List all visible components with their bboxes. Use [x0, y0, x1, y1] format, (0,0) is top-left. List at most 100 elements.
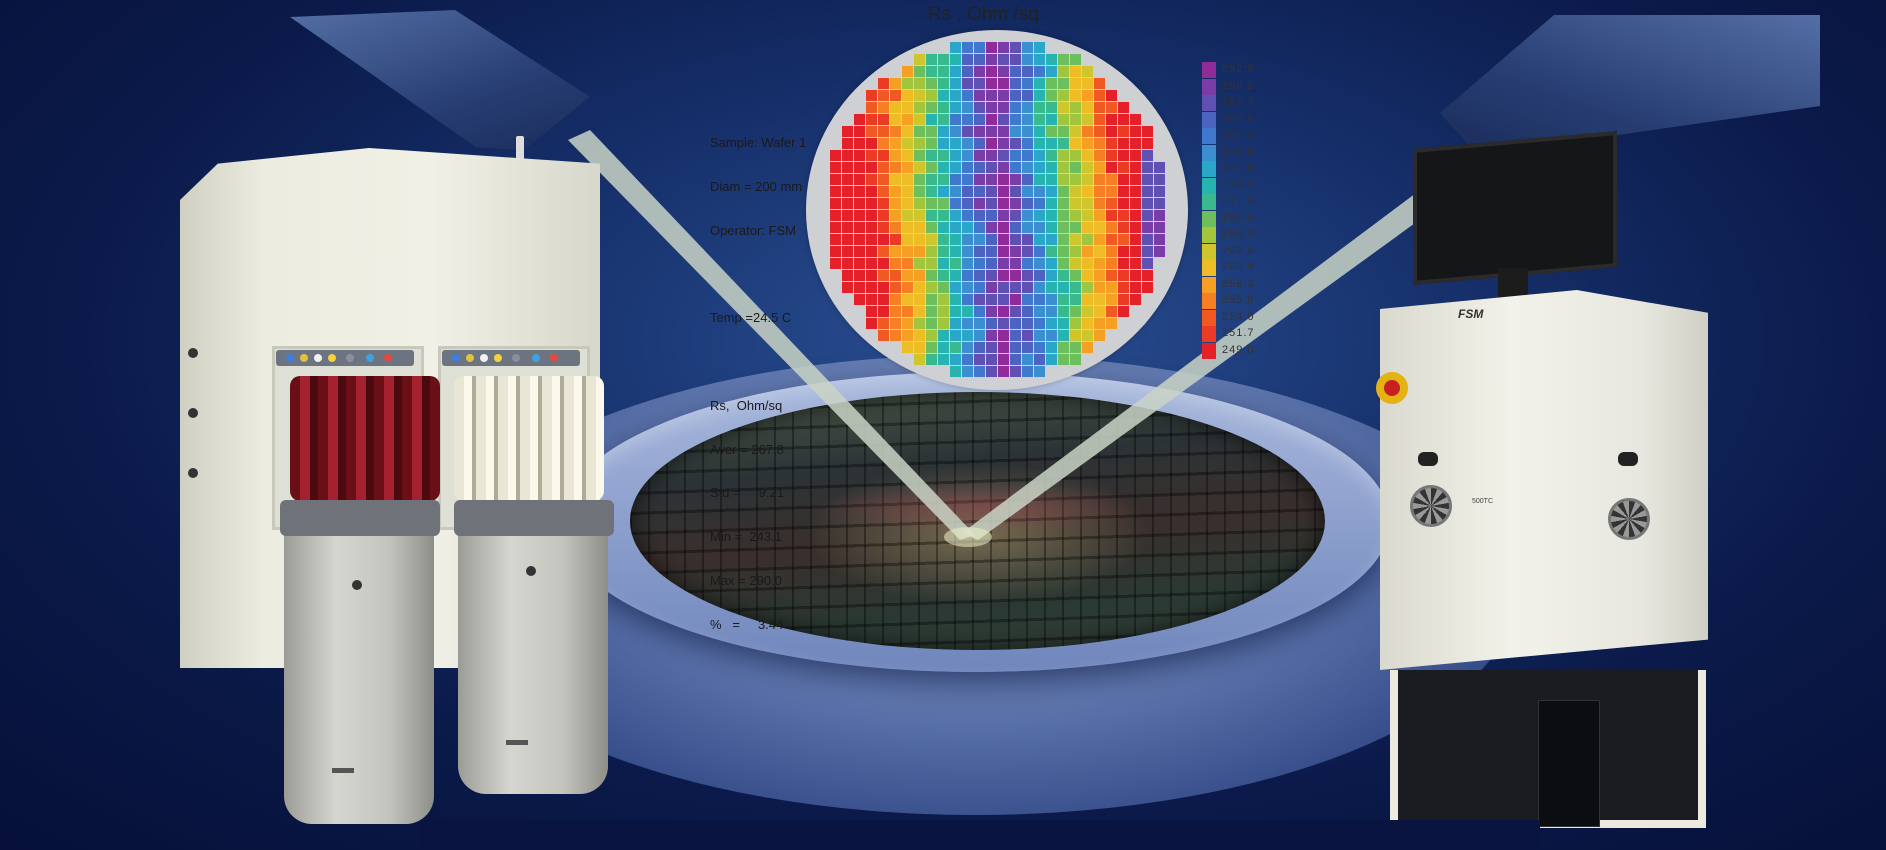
- wafer-map-cell: [926, 330, 937, 341]
- wafer-map-cell: [1130, 270, 1141, 281]
- wafer-map-cell: [938, 234, 949, 245]
- wafer-map-cell: [1130, 246, 1141, 257]
- wafer-map-cell: [1046, 210, 1057, 221]
- wafer-map-cell: [1118, 174, 1129, 185]
- wafer-map-cell: [842, 174, 853, 185]
- wafer-map-cell: [902, 78, 913, 89]
- wafer-map-cell: [962, 150, 973, 161]
- wafer-map-cell: [974, 210, 985, 221]
- wafer-map-cell: [926, 306, 937, 317]
- model-label: 500TC: [1472, 498, 1494, 505]
- wafer-map-cell: [890, 198, 901, 209]
- wafer-map-cell: [998, 174, 1009, 185]
- wafer-map-cell: [962, 126, 973, 137]
- wafer-map-cell: [1010, 54, 1021, 65]
- wafer-map-cell: [926, 210, 937, 221]
- wafer-map-cell: [842, 186, 853, 197]
- wafer-map-cell: [890, 318, 901, 329]
- wafer-map-cell: [1010, 138, 1021, 149]
- wafer-map-cell: [1010, 90, 1021, 101]
- wafer-map-cell: [950, 294, 961, 305]
- wafer-map-cell: [1094, 330, 1105, 341]
- wafer-map-cell: [950, 342, 961, 353]
- wafer-map-cell: [1130, 234, 1141, 245]
- wafer-map-cell: [1070, 258, 1081, 269]
- wafer-map-cell: [998, 354, 1009, 365]
- wafer-map-cell: [1046, 354, 1057, 365]
- wafer-map-cell: [938, 102, 949, 113]
- wafer-map-cell: [1010, 126, 1021, 137]
- wafer-map-cell: [1046, 282, 1057, 293]
- wafer-map-cell: [986, 198, 997, 209]
- wafer-map-cell: [938, 246, 949, 257]
- wafer-map-cell: [998, 66, 1009, 77]
- wafer-map-cell: [1034, 354, 1045, 365]
- wafer-map-cell: [1058, 138, 1069, 149]
- wafer-map-cell: [914, 90, 925, 101]
- load-port-1-base: [284, 504, 434, 824]
- wafer-map-cell: [890, 282, 901, 293]
- wafer-map-cell: [1046, 54, 1057, 65]
- wafer-map-cell: [1010, 66, 1021, 77]
- wafer-map-cell: [974, 54, 985, 65]
- wafer-map-cell: [902, 102, 913, 113]
- wafer-map-cell: [1070, 186, 1081, 197]
- wafer-map-cell: [854, 150, 865, 161]
- wafer-map-cell: [1070, 222, 1081, 233]
- legend-swatch: [1202, 326, 1216, 342]
- wafer-map-cell: [1046, 90, 1057, 101]
- wafer-map-cell: [1118, 150, 1129, 161]
- wafer-map-cell: [1094, 246, 1105, 257]
- wafer-map-cell: [1022, 366, 1033, 377]
- wafer-map-cell: [842, 282, 853, 293]
- wafer-map-cell: [878, 174, 889, 185]
- wafer-map-cell: [1082, 114, 1093, 125]
- wafer-map-cell: [1022, 246, 1033, 257]
- wafer-map-cell: [1154, 234, 1165, 245]
- wafer-map-cell: [998, 342, 1009, 353]
- stats-line: Operator: FSM: [710, 222, 796, 238]
- wafer-map-cell: [1154, 198, 1165, 209]
- wafer-map-cell: [974, 186, 985, 197]
- wafer-map-cell: [902, 318, 913, 329]
- wafer-map-cell: [1094, 198, 1105, 209]
- wafer-map-cell: [866, 150, 877, 161]
- wafer-map-cell: [1034, 294, 1045, 305]
- wafer-map-cell: [926, 198, 937, 209]
- legend-swatch: [1202, 227, 1216, 243]
- wafer-map-cell: [998, 282, 1009, 293]
- wafer-map-cell: [1154, 186, 1165, 197]
- wafer-map-cell: [1118, 210, 1129, 221]
- wafer-map-cell: [1058, 126, 1069, 137]
- wafer-map-cell: [866, 318, 877, 329]
- wafer-map-cell: [1106, 258, 1117, 269]
- wafer-map-cell: [854, 186, 865, 197]
- wafer-map-cell: [866, 90, 877, 101]
- wafer-map-cell: [1142, 270, 1153, 281]
- legend-label: 290.2: [1222, 79, 1255, 92]
- wafer-map-cell: [1022, 294, 1033, 305]
- wafer-map-cell: [1034, 198, 1045, 209]
- wafer-map-cell: [986, 42, 997, 53]
- wafer-map-cell: [878, 102, 889, 113]
- wafer-map-cell: [1010, 318, 1021, 329]
- wafer-map-cell: [1034, 210, 1045, 221]
- wafer-map-cell: [962, 198, 973, 209]
- wafer-map-cell: [1094, 270, 1105, 281]
- wafer-map-cell: [1046, 234, 1057, 245]
- wafer-map-cell: [1118, 162, 1129, 173]
- wafer-map-cell: [1010, 102, 1021, 113]
- wafer-map-cell: [1094, 222, 1105, 233]
- wafer-map-cell: [1010, 210, 1021, 221]
- wafer-map-cell: [950, 246, 961, 257]
- wafer-map-cell: [926, 138, 937, 149]
- wafer-map-cell: [902, 114, 913, 125]
- wafer-map-cell: [1142, 246, 1153, 257]
- legend-swatch: [1202, 62, 1216, 78]
- wafer-map-cell: [902, 270, 913, 281]
- wafer-map-cell: [1082, 318, 1093, 329]
- wafer-map-cell: [890, 102, 901, 113]
- wafer-map-cell: [878, 282, 889, 293]
- wafer-map-cell: [1058, 162, 1069, 173]
- wafer-map-cell: [842, 270, 853, 281]
